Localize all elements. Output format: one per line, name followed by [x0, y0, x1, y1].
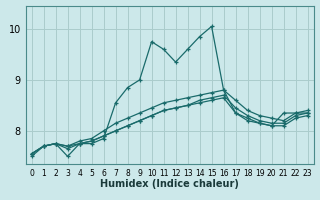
X-axis label: Humidex (Indice chaleur): Humidex (Indice chaleur) [100, 179, 239, 189]
